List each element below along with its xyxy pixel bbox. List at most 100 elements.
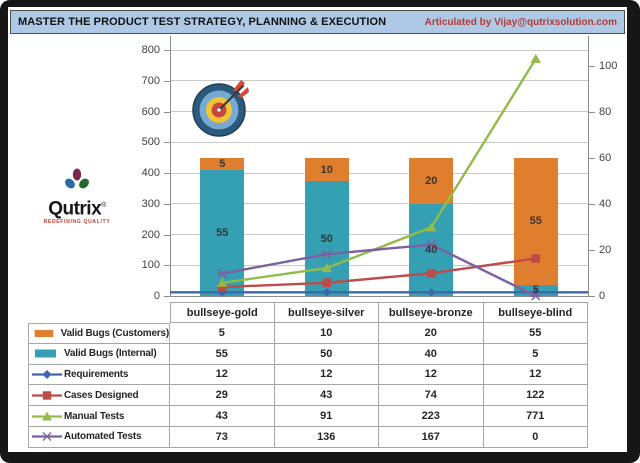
- table-header-cell: bullseye-silver: [274, 302, 379, 323]
- bar-value-label: 5: [532, 284, 539, 297]
- axis-tick: [589, 250, 595, 251]
- value-cell: 12: [274, 364, 379, 386]
- secondary-axis-label: 100: [599, 60, 618, 72]
- axis-tick: [589, 204, 595, 205]
- primary-axis-label: 600: [141, 105, 160, 118]
- bullseye-target-icon: [192, 80, 249, 137]
- value-cell: 136: [274, 426, 379, 448]
- axis-tick: [164, 296, 170, 297]
- legend-label: Valid Bugs (Customers): [60, 327, 170, 339]
- table-header-cell: bullseye-blind: [483, 302, 588, 323]
- bar-value-label: 20: [425, 175, 438, 187]
- bar-legend-icon: [35, 349, 56, 358]
- secondary-axis-label: 20: [599, 244, 612, 256]
- bar-value-label: 10: [320, 163, 333, 176]
- primary-axis-label: 300: [141, 197, 160, 210]
- axis-tick: [164, 234, 170, 236]
- value-cell: 55: [170, 343, 275, 365]
- axis-tick: [589, 296, 595, 297]
- value-cell: 12: [170, 364, 275, 386]
- logo-wordmark: Qutrix®: [48, 198, 106, 220]
- value-cell: 223: [379, 406, 484, 427]
- legend-cell: Valid Bugs (Internal): [28, 343, 170, 365]
- page-title: MASTER THE PRODUCT TEST STRATEGY, PLANNI…: [18, 16, 387, 28]
- triangle-legend-icon: [32, 411, 62, 421]
- line-series-triangle: [222, 58, 537, 284]
- value-cell: 43: [170, 406, 275, 427]
- axis-tick: [164, 111, 170, 113]
- bar-value-label: 5: [219, 157, 226, 170]
- diamond-legend-icon: [32, 369, 62, 379]
- title-bar: MASTER THE PRODUCT TEST STRATEGY, PLANNI…: [10, 10, 625, 34]
- value-cell: 5: [483, 343, 588, 365]
- axis-tick: [164, 80, 170, 82]
- value-cell: 5: [170, 323, 275, 344]
- asterisk-legend-icon: [32, 432, 62, 442]
- value-cell: 771: [483, 406, 588, 427]
- chart-canvas: MASTER THE PRODUCT TEST STRATEGY, PLANNI…: [8, 7, 627, 452]
- value-cell: 74: [379, 385, 484, 407]
- primary-axis-label: 700: [141, 74, 160, 87]
- value-cell: 55: [483, 323, 588, 344]
- table-header-cell: bullseye-bronze: [379, 302, 484, 323]
- primary-axis-label: 500: [141, 136, 160, 149]
- axis-tick: [164, 142, 170, 144]
- registered-mark: ®: [101, 202, 106, 209]
- legend-label: Automated Tests: [64, 431, 142, 443]
- primary-axis-label: 400: [141, 167, 160, 179]
- primary-axis-label: 100: [141, 259, 160, 272]
- bar-legend-icon: [34, 329, 54, 337]
- primary-axis-label: 200: [141, 228, 160, 241]
- table-header-cell: bullseye-gold: [170, 302, 275, 323]
- value-cell: 29: [170, 385, 275, 407]
- value-cell: 73: [170, 426, 275, 448]
- axis-tick: [164, 173, 170, 174]
- primary-axis-label: 800: [141, 44, 160, 56]
- gridline: [170, 49, 588, 51]
- logo-tagline: REDEFINING QUALITY: [43, 219, 111, 226]
- value-cell: 10: [274, 323, 379, 344]
- axis-tick: [589, 112, 595, 113]
- credit-text: Articulated by Vijay@qutrixsolution.com: [424, 16, 617, 28]
- bar-value-label: 50: [320, 232, 333, 245]
- value-cell: 167: [379, 426, 484, 448]
- value-cell: 122: [483, 385, 588, 407]
- value-cell: 20: [379, 323, 484, 344]
- value-cell: 40: [379, 343, 484, 365]
- value-cell: 0: [483, 426, 588, 448]
- bar-value-label: 55: [529, 215, 542, 228]
- legend-label: Cases Designed: [64, 389, 139, 401]
- primary-axis-label: 0: [153, 290, 160, 302]
- secondary-axis-label: 80: [599, 106, 612, 118]
- qutrix-logo: Qutrix® REDEFINING QUALITY: [36, 168, 118, 225]
- secondary-axis-label: 0: [599, 290, 606, 302]
- line-series-square: [222, 257, 536, 289]
- legend-cell: Requirements: [28, 364, 170, 386]
- axis-tick: [589, 66, 595, 67]
- square-legend-icon: [32, 391, 62, 400]
- legend-cell: Manual Tests: [28, 406, 170, 427]
- data-table: bullseye-gold bullseye-silver bullseye-bro…: [28, 302, 588, 448]
- value-cell: 43: [274, 385, 379, 407]
- table-corner-spacer: [28, 302, 170, 323]
- axis-tick: [164, 203, 170, 205]
- y-axis-line-left: [170, 36, 171, 297]
- bar-value-label: 55: [216, 226, 229, 239]
- bar-value-label: 40: [425, 244, 438, 256]
- axis-tick: [164, 265, 170, 267]
- legend-cell: Cases Designed: [28, 385, 170, 407]
- secondary-axis-label: 60: [599, 152, 612, 164]
- legend-label: Manual Tests: [64, 410, 125, 422]
- line-series-asterisk: [222, 243, 537, 298]
- value-cell: 91: [274, 406, 379, 427]
- value-cell: 12: [483, 364, 588, 386]
- triangle-marker-icon: [530, 53, 541, 63]
- legend-label: Valid Bugs (Internal): [64, 348, 157, 360]
- axis-tick: [589, 158, 595, 159]
- value-cell: 50: [274, 343, 379, 365]
- value-cell: 12: [379, 364, 484, 386]
- axis-tick: [164, 50, 170, 51]
- legend-cell: Automated Tests: [28, 426, 170, 448]
- legend-cell: Valid Bugs (Customers): [28, 323, 170, 344]
